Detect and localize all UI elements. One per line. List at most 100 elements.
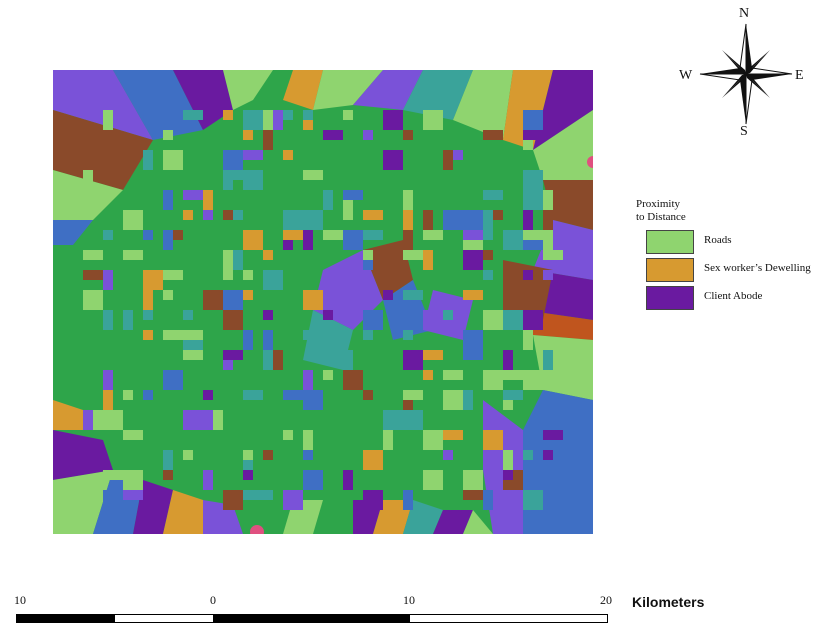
legend-item-roads: Roads [636,230,833,254]
map-cell [403,250,423,260]
map-cell [223,350,243,360]
map-cell [123,390,133,400]
map-cell [443,370,463,380]
map-cell [223,150,243,170]
map-cell [223,270,233,280]
map-cell [143,230,153,240]
map-cell [283,490,303,510]
map-cell [183,330,203,340]
map-cell [443,150,453,170]
map-cell [403,490,413,510]
map-cell [503,450,513,470]
map-cell [163,190,173,210]
map-cell [343,190,363,200]
map-cell [303,430,313,450]
map-cell [143,390,153,400]
map-cell [283,210,303,230]
map-cell [263,450,273,460]
map-cell [103,370,113,390]
scale-tick-label: 0 [210,593,216,607]
map-cell [443,210,453,220]
map-cell [103,230,113,240]
map-cell [243,170,263,190]
map-cell [543,450,553,460]
map-cell [263,350,273,370]
map-cell [543,210,553,230]
map-cell [463,390,473,410]
map-cell [483,270,493,280]
map-cell [363,330,373,340]
map-cell [223,210,233,220]
compass-east-label: E [795,68,804,83]
map-cell [243,470,253,480]
map-cell [503,270,523,290]
map-cell [103,270,113,290]
map-cell [423,230,443,240]
map-cell [143,150,153,170]
map-cell [303,110,313,120]
map-cell [483,190,503,200]
scale-bar: 10 0 10 20 Kilometers [0,588,833,623]
map-cell [503,390,523,400]
map-cell [483,210,493,230]
map-cell [263,330,273,350]
map-cell [183,450,193,460]
map-cell [83,410,93,430]
map-cell [383,150,403,170]
map-cell [523,190,543,210]
map-cell [523,490,543,510]
map-cell [343,210,353,220]
map-cell [243,290,253,300]
map-cell [163,470,173,480]
map-cell [83,250,103,260]
map-cell [363,130,373,140]
map-cell [383,430,393,450]
map-cell [103,390,113,410]
map-cell [403,230,413,250]
map-cell [243,450,253,460]
map-cell [243,490,263,500]
compass-west-label: W [679,68,693,83]
map-cell [283,110,293,120]
map-cell [403,350,423,370]
map-cell [363,450,383,470]
map-cell [523,470,533,480]
scale-bar-graphic [16,614,608,623]
map-cell [423,250,433,270]
map-cell [483,430,503,450]
compass-south-label: S [740,124,748,139]
map-cell [143,290,153,310]
map-cell [543,230,553,250]
map-cell [223,490,243,510]
map-cell [363,230,383,240]
map-cell [243,390,263,400]
map-cell [443,450,453,460]
map-cell [123,430,143,440]
map-cell [103,310,113,330]
map-cell [163,270,183,280]
map-cell [403,410,423,430]
map-cell [443,390,463,410]
legend-title-line2: to Distance [636,211,686,223]
map-cell [223,170,243,180]
map-cell [103,470,123,480]
compass-north-label: N [739,6,750,21]
map-cell [443,310,453,320]
map-cell [323,230,343,240]
map-cell [83,290,103,310]
map-cell [143,330,153,340]
map-cell [123,210,143,230]
map-cell [523,370,543,390]
map-cell [463,330,483,350]
map-cell [523,210,533,230]
map-cell [183,350,203,360]
map-cell [343,350,353,370]
north-arrow: N S E W [676,6,816,142]
map-cell [163,290,173,300]
map-cell [203,410,213,430]
legend-label-dwelling: Sex worker’s Dewelling [704,262,811,274]
map-cell [503,350,513,370]
map-cell [423,370,433,380]
map-cell [203,290,223,310]
scale-tick-label: 10 [403,593,415,607]
